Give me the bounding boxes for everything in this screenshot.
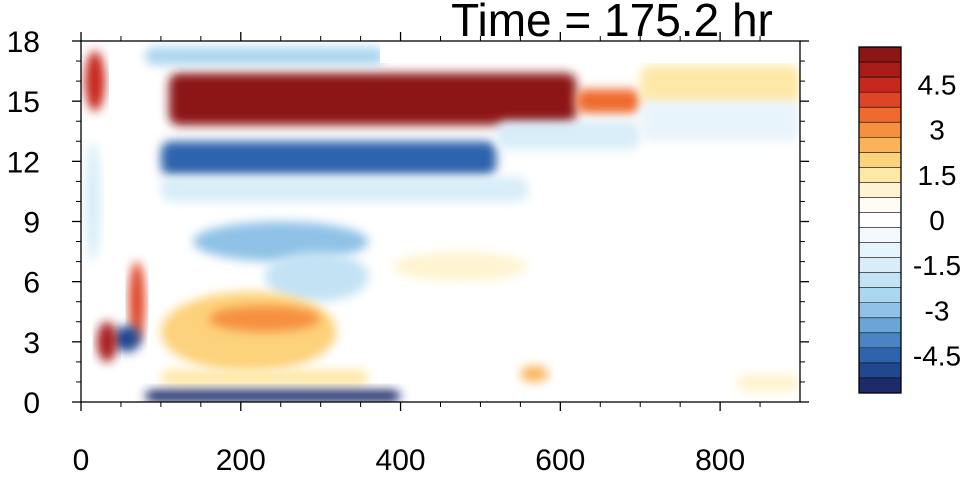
colorbar-swatch <box>859 182 901 198</box>
chart-title: Time = 175.2 hr <box>451 0 773 46</box>
colorbar-swatch <box>859 302 901 319</box>
colorbar-swatch <box>859 377 901 394</box>
heatmap-feature <box>192 221 369 262</box>
colorbar-swatch <box>859 167 901 183</box>
heatmap-feature <box>144 389 401 402</box>
colorbar-swatch <box>859 272 901 289</box>
x-tick-label: 600 <box>535 444 585 473</box>
y-tick-label: 3 <box>23 327 40 360</box>
colorbar-swatch <box>859 152 901 168</box>
colorbar-swatch <box>859 197 901 213</box>
colorbar-label: 3 <box>929 115 945 146</box>
axes: 0 200 400 600 800 0 3 6 9 12 15 18 <box>7 26 809 477</box>
y-tick-label: 12 <box>7 146 40 179</box>
colorbar-swatch <box>859 137 901 153</box>
colorbar-swatch <box>859 362 901 379</box>
colorbar-swatch <box>859 47 901 63</box>
colorbar-swatch <box>859 77 901 93</box>
heatmap-feature <box>84 51 105 112</box>
heatmap-feature <box>496 121 641 150</box>
title-box <box>380 41 800 63</box>
heatmap-feature <box>576 89 641 114</box>
colorbar-swatch <box>859 212 901 228</box>
colorbar-label: 1.5 <box>918 160 957 191</box>
colorbar-label: -4.5 <box>913 340 961 371</box>
heatmap-feature <box>160 177 529 202</box>
colorbar-swatch <box>859 332 901 349</box>
x-tick-label: 800 <box>695 444 745 473</box>
colorbar-swatch <box>859 122 901 138</box>
heatmap-feature <box>208 305 321 332</box>
heatmap-feature <box>144 47 385 66</box>
colorbar-label: -3 <box>925 295 950 326</box>
y-tick-label: 15 <box>7 86 40 119</box>
heatmap-feature <box>640 65 800 106</box>
heatmap-field <box>81 41 800 402</box>
y-tick-label: 6 <box>23 267 40 300</box>
heatmap-feature <box>160 369 369 386</box>
colorbar-swatch <box>859 317 901 334</box>
heatmap-feature <box>264 251 369 302</box>
colorbar-swatch <box>859 62 901 78</box>
colorbar-label: 0 <box>929 205 945 236</box>
x-tick-label: 0 <box>73 444 90 473</box>
colorbar-frame <box>858 46 902 394</box>
colorbar-label: -1.5 <box>913 250 961 281</box>
heatmap-feature <box>160 141 497 176</box>
colorbar-swatch <box>859 287 901 304</box>
heatmap-feature <box>112 325 141 352</box>
heatmap-feature <box>168 73 577 126</box>
colorbar-swatch <box>859 227 901 243</box>
colorbar-swatch <box>859 92 901 108</box>
heatmap-feature <box>84 141 101 262</box>
heatmap-feature <box>640 101 800 142</box>
x-tick-label: 200 <box>216 444 266 473</box>
y-tick-label: 0 <box>23 387 40 420</box>
y-tick-label: 18 <box>7 26 40 59</box>
y-tick-label: 9 <box>23 207 40 240</box>
x-tick-label: 400 <box>376 444 426 473</box>
colorbar-swatch <box>859 257 901 274</box>
colorbar-swatch <box>859 347 901 364</box>
heatmap-feature <box>160 291 337 372</box>
colorbar-swatch <box>859 242 901 259</box>
colorbar-swatch <box>859 107 901 123</box>
heatmap-feature <box>736 373 800 392</box>
heatmap-feature <box>520 365 549 382</box>
colorbar: 4.5 3 1.5 0 -1.5 -3 -4.5 <box>858 46 961 394</box>
colorbar-label: 4.5 <box>918 70 957 101</box>
heatmap-feature <box>392 251 529 282</box>
heatmap-feature <box>128 261 145 342</box>
heatmap-feature <box>96 321 117 362</box>
